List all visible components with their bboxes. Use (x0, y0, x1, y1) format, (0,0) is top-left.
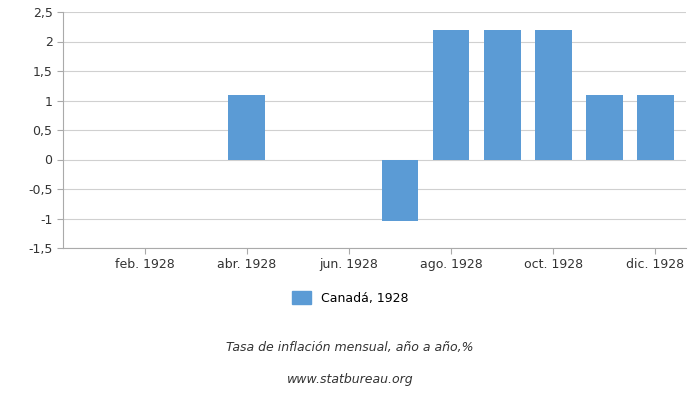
Bar (433, 30, 470, 160)
Bar (637, 95, 673, 160)
Bar (484, 30, 521, 160)
Text: www.statbureau.org: www.statbureau.org (287, 374, 413, 386)
Bar (535, 30, 572, 160)
Legend: Canadá, 1928: Canadá, 1928 (287, 286, 413, 310)
Text: Tasa de inflación mensual, año a año,%: Tasa de inflación mensual, año a año,% (226, 342, 474, 354)
Bar (228, 95, 265, 160)
Bar (382, 160, 419, 222)
Bar (586, 95, 623, 160)
